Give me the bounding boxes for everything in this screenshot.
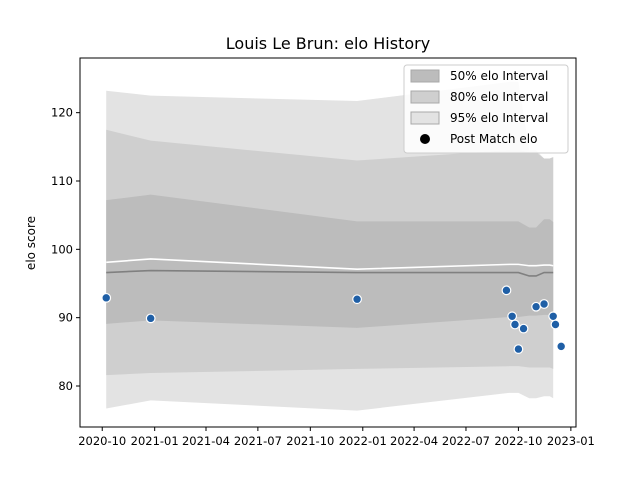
legend-box — [403, 64, 569, 154]
post-match-point — [352, 294, 362, 305]
x-tick-label: 2021-01 — [131, 434, 179, 448]
post-match-point — [145, 313, 156, 324]
legend-swatch-50-elo-interval — [410, 69, 440, 83]
x-tick-label: 2023-01 — [547, 434, 595, 448]
legend-label: 95% elo Interval — [450, 111, 548, 125]
y-tick-label: 110 — [51, 174, 73, 188]
post-match-point — [531, 301, 541, 312]
x-tick-label: 2022-01 — [339, 434, 387, 448]
post-match-point — [539, 299, 549, 309]
x-tick-label: 2021-10 — [286, 434, 334, 448]
post-match-point — [513, 344, 524, 355]
legend-swatch-95-elo-interval — [410, 111, 440, 125]
bands-layer — [106, 81, 554, 411]
series-line-4 — [106, 269, 554, 277]
y-tick-label: 120 — [51, 106, 73, 120]
legend-label: 80% elo Interval — [450, 90, 548, 104]
x-tick-label: 2022-07 — [442, 434, 490, 448]
legend-label: Post Match elo — [450, 132, 537, 146]
x-tick-label: 2022-10 — [494, 434, 542, 448]
lines-layer — [106, 258, 554, 277]
legend-marker-post-match-elo — [420, 134, 430, 144]
legend-label: 50% elo Interval — [450, 69, 548, 83]
band-50-elo-interval — [106, 194, 554, 328]
legend: 50% elo Interval 80% elo Interval 95% elo … — [403, 64, 569, 154]
post-match-point — [507, 311, 518, 322]
legend-swatch-80-elo-interval — [410, 90, 440, 104]
post-match-point — [550, 319, 561, 330]
x-tick-label: 2021-07 — [234, 434, 282, 448]
post-match-point — [510, 319, 520, 330]
post-match-point — [501, 285, 512, 296]
x-tick-label: 2022-04 — [390, 434, 438, 448]
post-match-point — [518, 323, 529, 334]
x-axis: 2020-10 2021-01 2021-04 2021-07 2021-10 2022-… — [78, 427, 595, 448]
series-line-3 — [106, 258, 554, 270]
y-tick-label: 100 — [51, 242, 73, 256]
x-tick-label: 2021-04 — [182, 434, 230, 448]
post-match-point — [556, 341, 567, 352]
y-tick-label: 90 — [58, 311, 73, 325]
x-tick-label: 2020-10 — [78, 434, 126, 448]
y-axis: 80 90 100 110 120 — [51, 106, 80, 393]
chart-title: Louis Le Brun: elo History — [226, 34, 430, 53]
post-match-point — [101, 292, 112, 303]
y-axis-label: elo score — [24, 216, 38, 270]
post-match-point — [548, 311, 559, 322]
y-tick-label: 80 — [58, 379, 73, 393]
plot-frame — [79, 57, 577, 428]
points-layer — [101, 285, 567, 355]
